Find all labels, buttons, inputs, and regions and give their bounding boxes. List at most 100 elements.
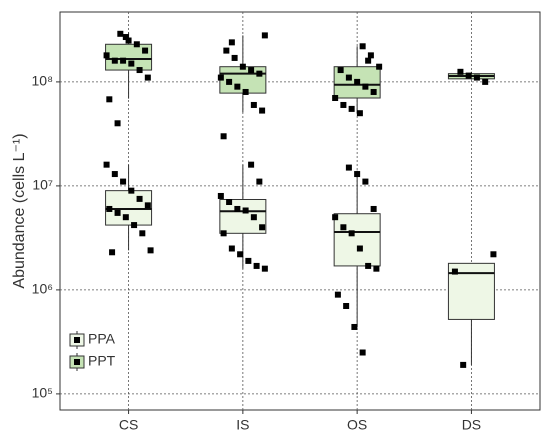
point: [136, 67, 143, 74]
point: [365, 57, 372, 64]
point: [144, 74, 151, 81]
point: [370, 88, 377, 95]
point: [337, 67, 344, 74]
point: [460, 361, 467, 368]
point: [128, 60, 135, 67]
point: [237, 251, 244, 258]
point: [345, 164, 352, 171]
point: [356, 110, 363, 117]
x-tick-label: IS: [236, 417, 249, 433]
point: [139, 230, 146, 237]
point: [376, 63, 383, 70]
point: [482, 78, 489, 85]
point: [465, 72, 472, 79]
point: [451, 268, 458, 275]
point: [490, 251, 497, 258]
point: [248, 67, 255, 74]
point: [234, 205, 241, 212]
point: [256, 70, 263, 77]
point: [228, 245, 235, 252]
x-tick-label: CS: [119, 417, 138, 433]
point: [122, 34, 129, 41]
legend-label: PPT: [88, 353, 116, 369]
point: [367, 52, 374, 59]
point: [332, 214, 339, 221]
point: [114, 120, 121, 127]
point: [231, 54, 238, 61]
point: [359, 349, 366, 356]
point: [106, 205, 113, 212]
point: [261, 32, 268, 39]
y-tick-label: 10⁸: [32, 73, 54, 89]
point: [144, 202, 151, 209]
point: [348, 230, 355, 237]
point: [103, 161, 110, 168]
point: [223, 47, 230, 54]
point: [248, 161, 255, 168]
x-tick-label: DS: [462, 417, 481, 433]
y-tick-label: 10⁶: [32, 281, 53, 297]
point: [259, 107, 266, 114]
y-axis-title: Abundance (cells L⁻¹): [11, 133, 28, 288]
point: [261, 265, 268, 272]
point: [136, 195, 143, 202]
point: [356, 245, 363, 252]
point: [250, 101, 257, 108]
point: [340, 101, 347, 108]
point: [117, 30, 124, 37]
point: [473, 74, 480, 81]
point: [120, 178, 127, 185]
legend-point: [74, 337, 80, 343]
point: [362, 83, 369, 90]
point: [343, 303, 350, 310]
point: [228, 39, 235, 46]
point: [111, 57, 118, 64]
point: [348, 105, 355, 112]
point: [220, 230, 227, 237]
point: [242, 207, 249, 214]
x-tick-label: OS: [347, 417, 367, 433]
point: [114, 209, 121, 216]
point: [259, 224, 266, 231]
point: [242, 88, 249, 95]
point: [226, 199, 233, 206]
point: [120, 57, 127, 64]
point: [370, 205, 377, 212]
point: [106, 96, 113, 103]
point: [122, 214, 129, 221]
point: [362, 178, 369, 185]
point: [351, 323, 358, 330]
point: [365, 262, 372, 269]
box: [333, 213, 381, 267]
point: [334, 291, 341, 298]
point: [125, 37, 132, 44]
point: [226, 78, 233, 85]
point: [109, 249, 116, 256]
point: [147, 247, 154, 254]
point: [256, 178, 263, 185]
point: [253, 262, 260, 269]
point: [354, 171, 361, 178]
point: [234, 83, 241, 90]
y-tick-label: 10⁷: [32, 177, 53, 193]
point: [220, 133, 227, 140]
point: [457, 68, 464, 75]
point: [373, 265, 380, 272]
point: [131, 222, 138, 229]
point: [111, 171, 118, 178]
legend-label: PPA: [88, 331, 116, 347]
point: [332, 95, 339, 102]
point: [345, 74, 352, 81]
legend-point: [74, 359, 80, 365]
box: [219, 198, 267, 234]
y-tick-label: 10⁵: [32, 385, 53, 401]
point: [354, 78, 361, 85]
point: [133, 41, 140, 48]
point: [239, 63, 246, 70]
point: [340, 224, 347, 231]
point: [217, 74, 224, 81]
point: [128, 187, 135, 194]
point: [359, 43, 366, 50]
point: [217, 192, 224, 199]
